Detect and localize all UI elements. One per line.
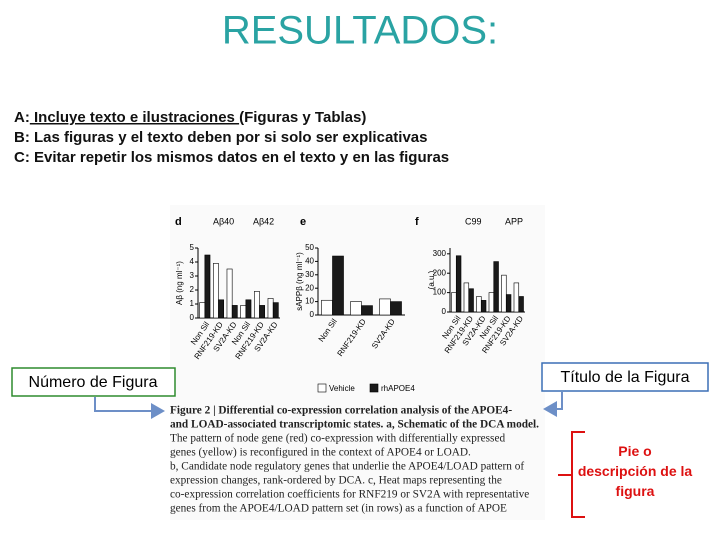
bar <box>501 274 507 313</box>
bar <box>213 263 219 319</box>
bar <box>231 305 238 319</box>
points: A: Incluye texto e ilustraciones (Figura… <box>14 109 449 166</box>
legend-label: Vehicle <box>329 384 355 393</box>
point-label: C: <box>14 149 30 166</box>
tick-label: 40 <box>305 257 314 266</box>
bar <box>321 299 333 316</box>
bar <box>488 292 495 313</box>
axis-label: sAPPβ (ng ml⁻¹) <box>295 252 304 311</box>
tick-label: 20 <box>305 283 314 292</box>
tick-label: 30 <box>305 270 314 279</box>
tick-label: 0 <box>190 313 195 322</box>
tick-label: 1 <box>190 299 195 308</box>
bar <box>226 268 233 319</box>
tick-label: 200 <box>433 268 447 277</box>
callout-description: Pie o descripción de la figura <box>578 443 693 499</box>
bar <box>493 261 499 313</box>
description-line: figura <box>616 483 655 499</box>
bar <box>468 288 474 313</box>
tick-label: 4 <box>190 257 195 266</box>
figure-area <box>170 205 545 520</box>
tick-label: 300 <box>433 249 447 258</box>
point: C: Evitar repetir los mismos datos en el… <box>14 149 449 166</box>
panel-header: Aβ40 <box>213 216 234 226</box>
bar <box>480 300 487 313</box>
tick-label: 10 <box>305 297 314 306</box>
bar <box>204 254 211 319</box>
tick-label: 0 <box>310 310 315 319</box>
tick-label: 0 <box>442 307 447 316</box>
bar <box>259 305 265 319</box>
point: B: Las figuras y el texto deben por si s… <box>14 129 427 146</box>
tick-label: 5 <box>190 243 195 252</box>
caption-line: and LOAD-associated transcriptomic state… <box>170 419 539 431</box>
panel-header: APP <box>505 216 523 226</box>
bar <box>361 305 373 316</box>
legend-swatch <box>369 383 379 393</box>
caption-line: expression changes, rank-ordered by DCA.… <box>170 475 502 487</box>
callout-box <box>541 362 709 392</box>
caption-line: The pattern of node gene (red) co-expres… <box>170 433 505 445</box>
callout-box <box>11 367 176 397</box>
bar <box>350 301 362 316</box>
bar <box>390 301 402 316</box>
callout-title: Título de la Figura <box>561 369 690 386</box>
panel-label: f <box>415 216 419 228</box>
bracket <box>558 431 585 518</box>
caption-line: Figure 2 | Differential co-expression co… <box>170 405 512 417</box>
bar <box>463 282 470 313</box>
point-underlined: Incluye texto e ilustraciones <box>30 109 239 126</box>
bar <box>379 298 391 316</box>
axis-label: (a.u.) <box>427 270 436 289</box>
bar <box>518 296 524 313</box>
panel-label: e <box>300 216 306 228</box>
point-text: (Figuras y Tablas) <box>239 109 366 126</box>
tick-label: 100 <box>433 288 447 297</box>
tick-label: 50 <box>305 243 314 252</box>
point-text: Evitar repetir los mismos datos en el te… <box>30 149 449 166</box>
bar <box>272 302 279 319</box>
point: A: Incluye texto e ilustraciones (Figura… <box>14 109 366 126</box>
tick-label: 3 <box>190 271 195 280</box>
bar <box>240 305 247 319</box>
legend-swatch <box>317 383 327 393</box>
bar <box>451 292 457 313</box>
panel-header: C99 <box>465 216 482 226</box>
caption-line: co-expression correlation coefficients f… <box>170 489 529 501</box>
bar <box>254 291 260 319</box>
description: Pie o descripción de la figura <box>578 443 693 499</box>
panel-label: d <box>175 216 182 228</box>
legend-label: rhAPOE4 <box>381 384 415 393</box>
arrow <box>543 392 563 417</box>
caption-line: genes (yellow) is reconfigured in the co… <box>170 447 471 459</box>
caption: Figure 2 | Differential co-expression co… <box>170 405 539 515</box>
bar <box>332 255 344 316</box>
point-text: Las figuras y el texto deben por si solo… <box>30 129 428 146</box>
description-line: descripción de la <box>578 463 693 479</box>
bar <box>513 282 520 313</box>
slide-title: RESULTADOS: <box>222 9 498 53</box>
panel-header: Aβ42 <box>253 216 274 226</box>
bar <box>455 255 462 313</box>
bar <box>199 302 206 319</box>
bar <box>505 294 512 313</box>
bar <box>476 296 482 313</box>
bar <box>245 299 252 319</box>
point-label: A: <box>14 109 30 126</box>
caption-line: genes from the APOE4/LOAD pattern set (i… <box>170 503 507 515</box>
bar <box>218 299 224 319</box>
point-label: B: <box>14 129 30 146</box>
axis-label: Aβ (ng ml⁻¹) <box>175 261 184 305</box>
caption-line: b, Candidate node regulatory genes that … <box>170 461 524 473</box>
tick-label: 2 <box>190 285 195 294</box>
description-line: Pie o <box>618 443 651 459</box>
arrow <box>94 397 165 419</box>
bar <box>267 298 274 319</box>
callout-number: Número de Figura <box>29 374 158 391</box>
